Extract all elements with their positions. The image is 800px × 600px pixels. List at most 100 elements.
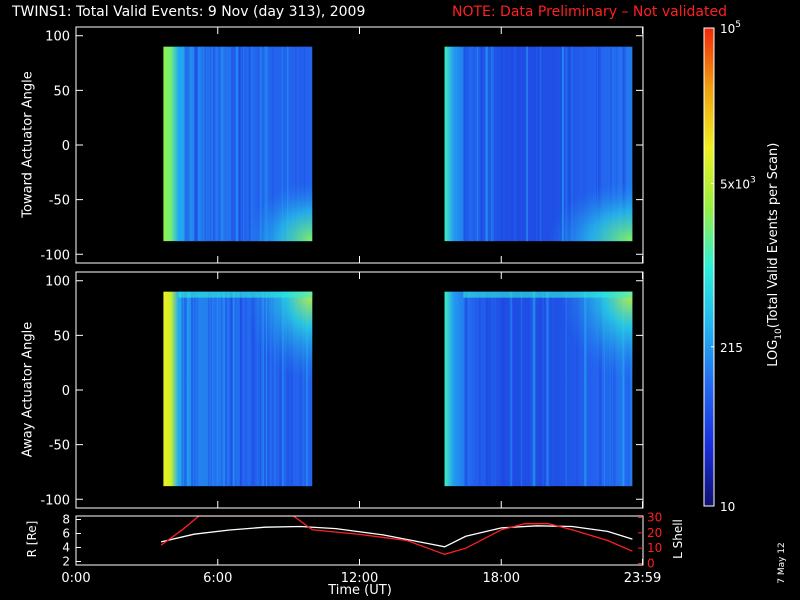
toward-streak: [500, 46, 503, 242]
away-streak: [512, 291, 513, 487]
toward-streak: [534, 46, 537, 242]
away-streak: [532, 291, 535, 487]
toward-streak: [233, 46, 236, 242]
lshell-ytick-label: 0: [647, 556, 655, 570]
toward-streak: [583, 46, 584, 242]
away-streak: [622, 291, 625, 487]
away-streak: [569, 291, 571, 487]
orbit-ytick-label: 8: [62, 513, 70, 527]
away-streak: [222, 291, 225, 487]
colorbar-tick-label: 105: [720, 20, 741, 36]
toward-streak: [272, 46, 274, 242]
away-streak: [229, 291, 231, 487]
away-streak: [575, 291, 579, 487]
chart-title: TWINS1: Total Valid Events: 9 Nov (day 3…: [0, 4, 800, 26]
toward-streak: [561, 46, 564, 242]
away-streak: [508, 291, 511, 487]
toward-streak: [202, 46, 204, 242]
away-streak: [511, 291, 514, 487]
toward-ytick-label: 100: [45, 30, 70, 45]
away-streak: [565, 291, 567, 487]
toward-block-1: [163, 46, 313, 242]
away-streak: [282, 291, 284, 487]
away-streak: [305, 291, 309, 487]
away-streak: [216, 291, 218, 487]
toward-streak: [597, 46, 600, 242]
away-block-2: [444, 291, 633, 487]
away-streak: [580, 291, 582, 487]
lshell-ytick-label: 20: [647, 526, 662, 540]
toward-streak: [213, 46, 217, 242]
toward-streak: [610, 46, 612, 242]
toward-streak: [565, 46, 567, 242]
toward-streak: [537, 46, 540, 242]
orbit-ytick-label: 6: [62, 527, 70, 541]
toward-streak: [623, 46, 626, 242]
toward-streak: [213, 46, 214, 242]
toward-streak: [465, 46, 467, 242]
toward-streak: [472, 46, 475, 242]
away-streak: [194, 291, 196, 487]
away-streak: [552, 291, 554, 487]
away-panel: 100 50 0 -50 -100: [40, 271, 644, 509]
toward-enhancement: [547, 181, 633, 242]
toward-streak: [255, 46, 257, 242]
toward-ytick-label: -50: [49, 194, 70, 209]
toward-streak: [260, 46, 262, 242]
away-streak: [267, 291, 269, 487]
away-streak: [494, 291, 496, 487]
toward-streak: [186, 46, 188, 242]
toward-streak: [550, 46, 552, 242]
away-streak: [598, 291, 602, 487]
colorbar: 105 5x103 215 10: [703, 20, 756, 514]
toward-streak: [240, 46, 242, 242]
toward-streak: [304, 46, 305, 242]
toward-streak: [599, 46, 602, 242]
toward-streak: [185, 46, 187, 242]
toward-streak: [466, 46, 469, 242]
away-streak: [607, 291, 610, 487]
away-streak: [196, 291, 199, 487]
time-tick-label: 0:00: [61, 571, 90, 586]
away-streak: [271, 291, 274, 487]
away-streak: [187, 291, 189, 487]
toward-streak: [491, 46, 494, 242]
away-streak: [548, 291, 551, 487]
colorbar-label-log: LOG: [766, 339, 782, 367]
colorbar-tick-label: 5x103: [720, 175, 756, 191]
lshell-ytick-label: 30: [647, 511, 662, 525]
r-line: [160, 525, 633, 548]
toward-panel: 100 50 0 -50 -100: [40, 26, 644, 264]
away-streak: [487, 291, 490, 487]
toward-streak: [218, 46, 221, 242]
toward-streak: [571, 46, 573, 242]
away-top-edge: [178, 291, 313, 298]
away-streak: [489, 291, 490, 487]
time-tick-label: 23:59: [624, 571, 661, 586]
toward-streak: [249, 46, 252, 242]
away-streak: [608, 291, 610, 487]
colorbar-bar: [703, 27, 715, 507]
lshell-line: [160, 516, 633, 555]
away-streak: [521, 291, 524, 487]
away-streak: [603, 291, 605, 487]
orbit-ylabel-right: L Shell: [671, 519, 685, 559]
toward-streak: [468, 46, 471, 242]
colorbar-tick-label: 215: [720, 341, 743, 355]
toward-streak: [287, 46, 289, 242]
orbit-ylabel-left: R [Re]: [25, 520, 39, 558]
away-streak: [475, 291, 477, 487]
time-tick-label: 12:00: [341, 571, 378, 586]
away-streak: [208, 291, 210, 487]
away-ylabel: Away Actuator Angle: [20, 321, 36, 458]
away-streak: [225, 291, 227, 487]
toward-streak: [552, 46, 554, 242]
away-streak: [240, 291, 243, 487]
toward-streak: [200, 46, 202, 242]
away-streak: [501, 291, 505, 487]
away-streak: [233, 291, 236, 487]
away-streak: [274, 291, 276, 487]
toward-streak: [512, 46, 513, 242]
